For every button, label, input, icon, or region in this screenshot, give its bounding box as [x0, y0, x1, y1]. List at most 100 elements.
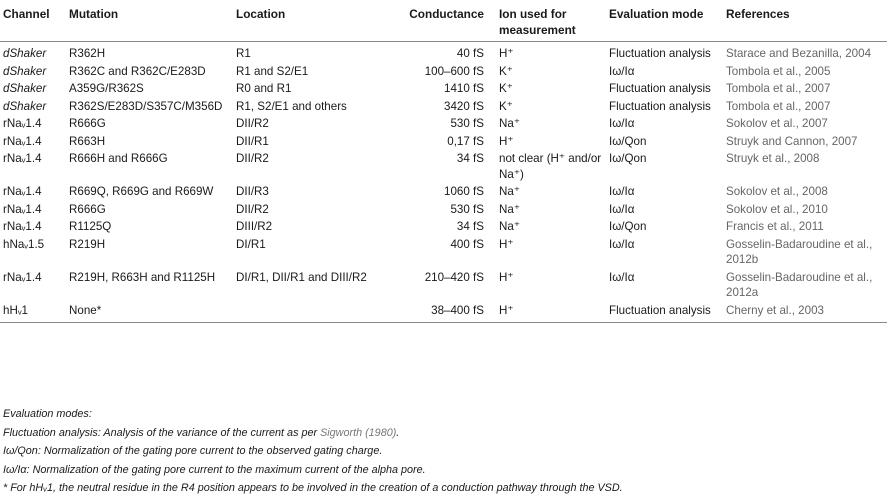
cell-evaluation-mode: Iω/Qon [609, 152, 647, 165]
cell-mutation: R219H, R663H and R1125H [69, 270, 216, 284]
cell-channel: rNaᵥ1.4 [3, 270, 42, 284]
header-mutation: Mutation [69, 7, 119, 21]
note-fluctuation-end: . [396, 426, 400, 439]
cell-reference[interactable]: Sokolov et al., 2008 [726, 185, 828, 198]
cell-conductance: 34 fS [456, 152, 484, 165]
table-body: dShaker R362H R1 40 fS H⁺ Fluctuation analysi… [0, 42, 887, 323]
cell-evaluation-mode: Fluctuation analysis [609, 82, 711, 95]
cell-reference[interactable]: Gosselin-Badaroudine et al., 2012b [726, 237, 873, 267]
table-row: rNaᵥ1.4 R666G DII/R2 530 fS Na⁺ Iω/Iα Sokolov … [0, 201, 887, 219]
note-ia: Iω/Iα: Normalization of the gating pore … [3, 463, 426, 476]
cell-ion: H⁺ [499, 303, 514, 317]
table-notes: Evaluation modes: Fluctuation analysis: … [3, 405, 883, 498]
header-references: References [726, 7, 790, 21]
cell-evaluation-mode: Iω/Iα [609, 202, 635, 216]
cell-location: R1, S2/E1 and others [236, 99, 347, 113]
cell-conductance: 530 fS [450, 117, 484, 130]
cell-location: DI/R1, DII/R1 and DIII/R2 [236, 270, 367, 284]
cell-evaluation-mode: Iω/Qon [609, 220, 647, 233]
cell-ion: Na⁺ [499, 185, 520, 198]
cell-channel: hNaᵥ1.5 [3, 237, 45, 251]
cell-reference[interactable]: Tombola et al., 2007 [726, 82, 831, 95]
header-ion: Ion used for measurement [499, 7, 576, 37]
cell-evaluation-mode: Iω/Iα [609, 270, 635, 284]
cell-reference[interactable]: Struyk and Cannon, 2007 [726, 134, 858, 148]
cell-reference[interactable]: Tombola et al., 2005 [726, 64, 831, 78]
cell-mutation: R219H [69, 237, 106, 251]
cell-location: DIII/R2 [236, 220, 273, 233]
cell-ion: Na⁺ [499, 202, 520, 216]
cell-ion: K⁺ [499, 99, 513, 113]
table-row: dShaker A359G/R362S R0 and R1 1410 fS K⁺ Fluc… [0, 80, 887, 98]
cell-evaluation-mode: Iω/Iα [609, 117, 635, 130]
cell-channel: dShaker [3, 64, 47, 78]
cell-evaluation-mode: Iω/Qon [609, 134, 647, 148]
cell-reference[interactable]: Francis et al., 2011 [726, 220, 824, 233]
header-evaluation-mode: Evaluation mode [609, 7, 704, 21]
cell-conductance: 530 fS [450, 202, 484, 216]
cell-evaluation-mode: Iω/Iα [609, 237, 635, 251]
cell-conductance: 38–400 fS [431, 303, 484, 317]
cell-reference[interactable]: Sokolov et al., 2010 [726, 202, 828, 216]
header-location: Location [236, 7, 286, 21]
notes-heading: Evaluation modes: [3, 408, 92, 420]
cell-mutation: R362C and R362C/E283D [69, 64, 206, 78]
cell-mutation: R666H and R666G [69, 152, 168, 165]
table-row: rNaᵥ1.4 R669Q, R669G and R669W DII/R3 1060 … [0, 183, 887, 201]
cell-location [233, 302, 401, 323]
cell-location: DII/R1 [236, 134, 269, 148]
cell-evaluation-mode: Iω/Iα [609, 64, 635, 78]
cell-location: DI/R1 [236, 237, 266, 251]
cell-mutation: A359G/R362S [69, 82, 144, 95]
cell-location: DII/R2 [236, 152, 269, 165]
cell-reference[interactable]: Tombola et al., 2007 [726, 99, 831, 113]
cell-reference[interactable]: Struyk et al., 2008 [726, 152, 820, 165]
table-row: dShaker R362H R1 40 fS H⁺ Fluctuation analysi… [0, 42, 887, 63]
note-footnote: * For hHᵥ1, the neutral residue in the R… [3, 482, 623, 495]
cell-mutation: R1125Q [69, 220, 112, 233]
cell-conductance: 100–600 fS [424, 64, 484, 78]
cell-evaluation-mode: Fluctuation analysis [609, 303, 711, 317]
cell-reference[interactable]: Cherny et al., 2003 [726, 303, 824, 317]
note-fluctuation: Fluctuation analysis: Analysis of the va… [3, 424, 883, 443]
cell-mutation: R362S/E283D/S357C/M356D [69, 99, 223, 113]
table-row: rNaᵥ1.4 R666G DII/R2 530 fS Na⁺ Iω/Iα Sokolov … [0, 115, 887, 133]
cell-location: DII/R2 [236, 202, 269, 216]
cell-ion: Na⁺ [499, 117, 520, 130]
table-row: rNaᵥ1.4 R663H DII/R1 0,17 fS H⁺ Iω/Qon Struyk … [0, 133, 887, 151]
cell-channel: dShaker [3, 99, 47, 113]
cell-ion: H⁺ [499, 270, 514, 284]
note-citation-link[interactable]: Sigworth (1980) [320, 426, 397, 439]
cell-channel: rNaᵥ1.4 [3, 134, 42, 148]
cell-conductance: 1060 fS [444, 185, 484, 198]
note-qon: Iω/Qon: Normalization of the gating pore… [3, 445, 383, 458]
cell-location: R0 and R1 [236, 82, 292, 95]
cell-mutation: R666G [69, 117, 106, 130]
cell-reference[interactable]: Sokolov et al., 2007 [726, 117, 828, 130]
cell-conductance: 1410 fS [444, 82, 484, 95]
cell-mutation: R669Q, R669G and R669W [69, 185, 214, 198]
cell-reference[interactable]: Gosselin-Badaroudine et al., 2012a [726, 270, 873, 300]
cell-reference[interactable]: Starace and Bezanilla, 2004 [726, 47, 872, 60]
header-channel: Channel [3, 7, 50, 21]
cell-channel: hHᵥ1 [3, 303, 28, 317]
cell-evaluation-mode: Fluctuation analysis [609, 99, 711, 113]
cell-mutation: R362H [69, 47, 106, 60]
cell-evaluation-mode: Iω/Iα [609, 185, 635, 198]
note-fluctuation-text: Fluctuation analysis: Analysis of the va… [3, 426, 321, 439]
cell-mutation: R663H [69, 134, 106, 148]
table-row: hNaᵥ1.5 R219H DI/R1 400 fS H⁺ Iω/Iα Gosselin-B… [0, 236, 887, 269]
cell-ion: H⁺ [499, 134, 514, 148]
cell-conductance: 40 fS [456, 47, 484, 60]
table-row: rNaᵥ1.4 R666H and R666G DII/R2 34 fS not cle… [0, 150, 887, 183]
table-header-row: Channel Mutation Location Conductance Io… [0, 2, 887, 42]
cell-channel: rNaᵥ1.4 [3, 202, 42, 216]
header-conductance: Conductance [409, 7, 484, 21]
cell-ion: K⁺ [499, 64, 513, 78]
cell-location: R1 and S2/E1 [236, 64, 309, 78]
cell-conductance: 400 fS [450, 237, 484, 251]
cell-location: R1 [236, 47, 251, 60]
cell-conductance: 0,17 fS [447, 134, 484, 148]
cell-location: DII/R2 [236, 117, 269, 130]
